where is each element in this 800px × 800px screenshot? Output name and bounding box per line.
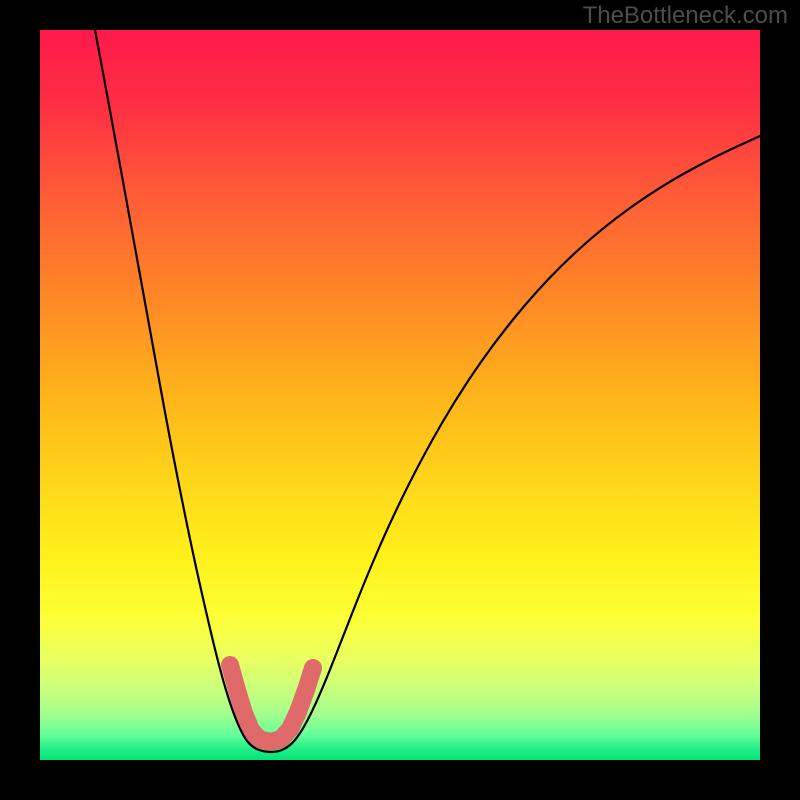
attribution-text: TheBottleneck.com — [583, 2, 788, 30]
chart-stage: TheBottleneck.com — [0, 0, 800, 800]
bottleneck-curve-path — [95, 30, 760, 752]
curve-layer — [0, 0, 800, 800]
